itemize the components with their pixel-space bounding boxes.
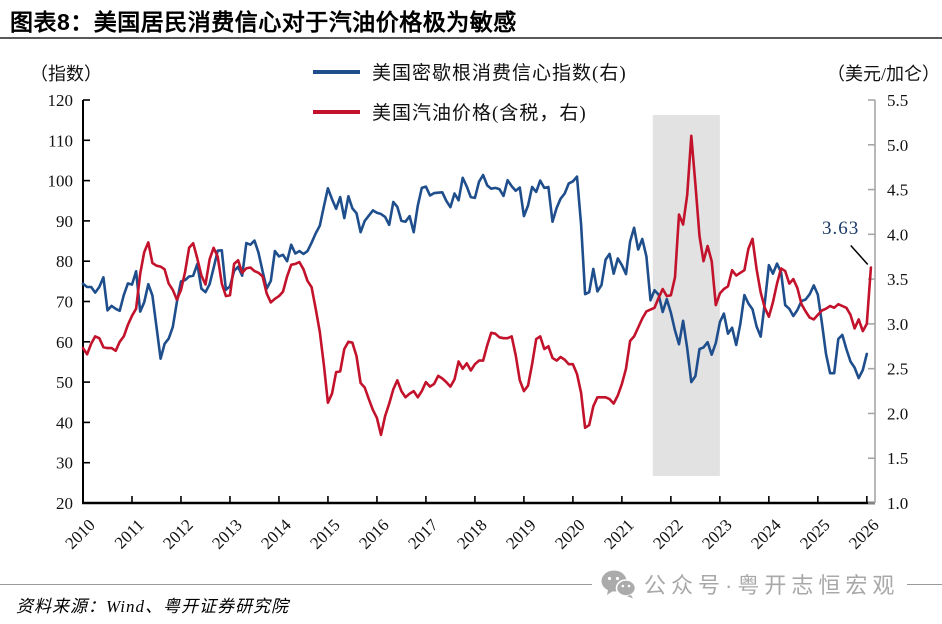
svg-text:2014: 2014 (257, 515, 295, 553)
svg-text:3.5: 3.5 (887, 270, 908, 289)
watermark-text: 公众号·粤开志恒宏观 (644, 573, 900, 598)
svg-text:2013: 2013 (208, 515, 245, 552)
svg-text:2026: 2026 (845, 515, 882, 552)
legend-label-sentiment: 美国密歇根消费信心指数(右) (372, 63, 627, 84)
svg-text:80: 80 (56, 252, 73, 271)
svg-text:2012: 2012 (159, 515, 196, 552)
svg-text:5.5: 5.5 (887, 91, 908, 110)
right-axis-unit-label: （美元/加仑） (826, 64, 940, 84)
svg-text:20: 20 (56, 494, 73, 513)
svg-text:90: 90 (56, 212, 73, 231)
wechat-icon (601, 570, 636, 599)
svg-text:2017: 2017 (404, 515, 442, 553)
svg-text:1.5: 1.5 (887, 449, 908, 468)
svg-text:2010: 2010 (61, 515, 98, 552)
footer-divider (0, 584, 942, 585)
svg-text:2023: 2023 (698, 515, 735, 552)
watermark: 公众号·粤开志恒宏观 (592, 568, 908, 600)
svg-text:1.0: 1.0 (887, 494, 908, 513)
svg-text:2022: 2022 (649, 515, 686, 552)
legend-label-gasoline: 美国汽油价格(含税，右) (372, 103, 587, 124)
title-bar: 图表8：美国居民消费信心对于汽油价格极为敏感 (0, 0, 942, 39)
svg-text:50: 50 (56, 373, 73, 392)
legend: 美国密歇根消费信心指数(右) 美国汽油价格(含税，右) (313, 58, 627, 125)
chart-title: 图表8：美国居民消费信心对于汽油价格极为敏感 (10, 9, 517, 35)
svg-text:30: 30 (56, 454, 73, 473)
svg-text:2015: 2015 (306, 515, 343, 552)
svg-text:120: 120 (48, 91, 74, 110)
legend-item-gasoline: 美国汽油价格(含税，右) (313, 98, 627, 125)
svg-text:2011: 2011 (111, 515, 148, 552)
svg-text:110: 110 (48, 131, 73, 150)
svg-text:3.0: 3.0 (887, 315, 908, 334)
legend-item-sentiment: 美国密歇根消费信心指数(右) (313, 58, 627, 85)
svg-text:2020: 2020 (551, 515, 588, 552)
last-value-label: 3.63 (822, 218, 860, 239)
source-note: 资料来源：Wind、粤开证券研究院 (16, 597, 289, 616)
svg-text:2021: 2021 (600, 515, 637, 552)
svg-text:2018: 2018 (453, 515, 490, 552)
svg-text:2019: 2019 (502, 515, 539, 552)
svg-text:70: 70 (56, 293, 73, 312)
left-axis-unit-label: （指数） (30, 64, 102, 84)
svg-text:2025: 2025 (796, 515, 833, 552)
svg-text:100: 100 (48, 172, 74, 191)
svg-text:2.0: 2.0 (887, 404, 908, 423)
svg-text:5.0: 5.0 (887, 136, 908, 155)
svg-text:2016: 2016 (355, 515, 392, 552)
svg-text:60: 60 (56, 333, 73, 352)
svg-text:4.0: 4.0 (887, 225, 908, 244)
svg-text:2.5: 2.5 (887, 360, 908, 379)
red-line-swatch (313, 109, 360, 114)
blue-line-swatch (313, 69, 360, 74)
svg-text:2024: 2024 (747, 515, 785, 553)
svg-text:4.5: 4.5 (887, 181, 908, 200)
svg-text:40: 40 (56, 413, 73, 432)
